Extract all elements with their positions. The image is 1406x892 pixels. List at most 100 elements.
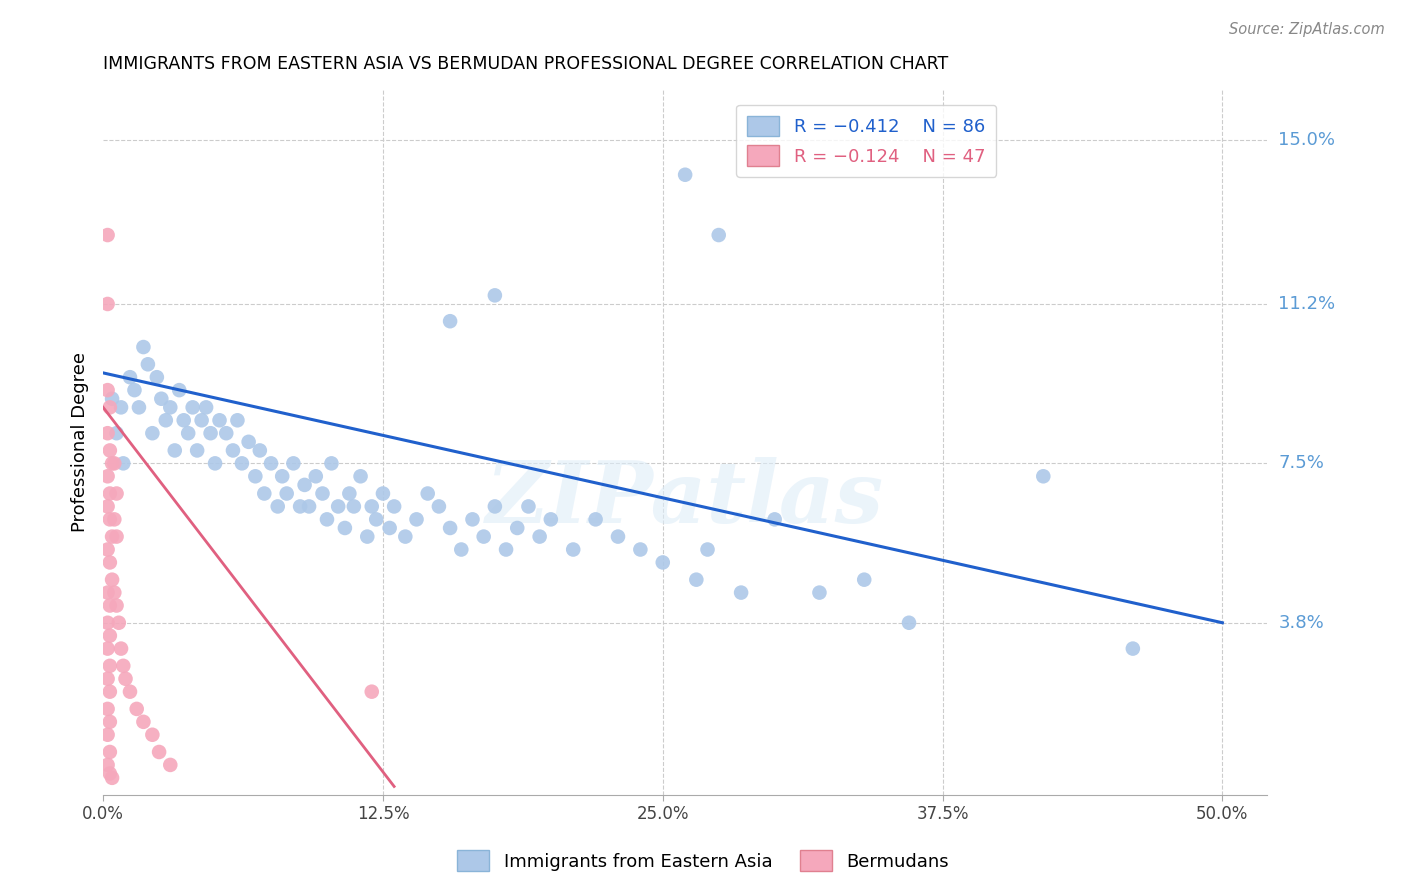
Point <box>294 478 316 492</box>
Point <box>186 443 208 458</box>
Point <box>267 500 290 514</box>
Point <box>118 370 141 384</box>
Point <box>208 413 231 427</box>
Text: IMMIGRANTS FROM EASTERN ASIA VS BERMUDAN PROFESSIONAL DEGREE CORRELATION CHART: IMMIGRANTS FROM EASTERN ASIA VS BERMUDAN… <box>103 55 949 73</box>
Point <box>222 443 245 458</box>
Legend: Immigrants from Eastern Asia, Bermudans: Immigrants from Eastern Asia, Bermudans <box>450 843 956 879</box>
Point <box>394 530 416 544</box>
Point <box>97 297 120 311</box>
Point <box>628 542 651 557</box>
Point <box>360 684 382 698</box>
Point <box>101 456 124 470</box>
Point <box>97 500 120 514</box>
Point <box>103 456 125 470</box>
Point <box>427 500 450 514</box>
Point <box>173 413 195 427</box>
Point <box>607 530 630 544</box>
Point <box>97 672 120 686</box>
Point <box>673 168 696 182</box>
Point <box>98 658 121 673</box>
Point <box>204 456 226 470</box>
Point <box>101 771 124 785</box>
Point <box>155 413 177 427</box>
Point <box>249 443 271 458</box>
Point <box>730 585 752 599</box>
Point <box>97 641 120 656</box>
Point <box>328 500 350 514</box>
Point <box>97 585 120 599</box>
Point <box>98 443 121 458</box>
Point <box>763 512 786 526</box>
Point <box>97 615 120 630</box>
Point <box>98 512 121 526</box>
Point <box>495 542 517 557</box>
Point <box>98 401 121 415</box>
Point <box>141 728 163 742</box>
Point <box>245 469 267 483</box>
Y-axis label: Professional Degree: Professional Degree <box>72 351 89 532</box>
Point <box>360 500 382 514</box>
Point <box>141 426 163 441</box>
Point <box>506 521 529 535</box>
Point <box>226 413 249 427</box>
Point <box>853 573 876 587</box>
Point <box>685 573 707 587</box>
Point <box>562 542 585 557</box>
Point <box>343 500 366 514</box>
Point <box>163 443 186 458</box>
Point <box>101 392 124 406</box>
Point <box>181 401 204 415</box>
Point <box>98 599 121 613</box>
Text: 3.8%: 3.8% <box>1278 614 1324 632</box>
Point <box>97 758 120 772</box>
Point <box>378 521 401 535</box>
Point <box>132 714 155 729</box>
Point <box>529 530 551 544</box>
Point <box>231 456 253 470</box>
Point <box>105 530 128 544</box>
Point <box>276 486 298 500</box>
Point <box>190 413 212 427</box>
Point <box>101 530 124 544</box>
Point <box>382 500 405 514</box>
Point <box>898 615 921 630</box>
Point <box>450 542 472 557</box>
Point <box>167 383 190 397</box>
Point <box>105 599 128 613</box>
Point <box>97 469 120 483</box>
Point <box>215 426 238 441</box>
Point <box>105 426 128 441</box>
Point <box>98 766 121 780</box>
Point <box>125 702 148 716</box>
Point <box>311 486 333 500</box>
Point <box>416 486 439 500</box>
Point <box>337 486 360 500</box>
Point <box>112 456 135 470</box>
Point <box>371 486 394 500</box>
Point <box>136 357 159 371</box>
Point <box>105 486 128 500</box>
Point <box>1122 641 1144 656</box>
Point <box>366 512 388 526</box>
Point <box>484 288 506 302</box>
Point <box>1032 469 1054 483</box>
Point <box>484 500 506 514</box>
Point <box>321 456 343 470</box>
Point <box>98 556 121 570</box>
Point <box>439 521 461 535</box>
Text: 15.0%: 15.0% <box>1278 131 1336 149</box>
Point <box>271 469 294 483</box>
Point <box>118 684 141 698</box>
Point <box>177 426 200 441</box>
Legend: R = −0.412    N = 86, R = −0.124    N = 47: R = −0.412 N = 86, R = −0.124 N = 47 <box>737 104 997 178</box>
Point <box>260 456 283 470</box>
Point <box>405 512 427 526</box>
Point <box>128 401 150 415</box>
Point <box>132 340 155 354</box>
Point <box>98 714 121 729</box>
Point <box>110 401 132 415</box>
Point <box>98 629 121 643</box>
Text: ZIPatlas: ZIPatlas <box>486 457 884 540</box>
Point <box>585 512 607 526</box>
Point <box>110 641 132 656</box>
